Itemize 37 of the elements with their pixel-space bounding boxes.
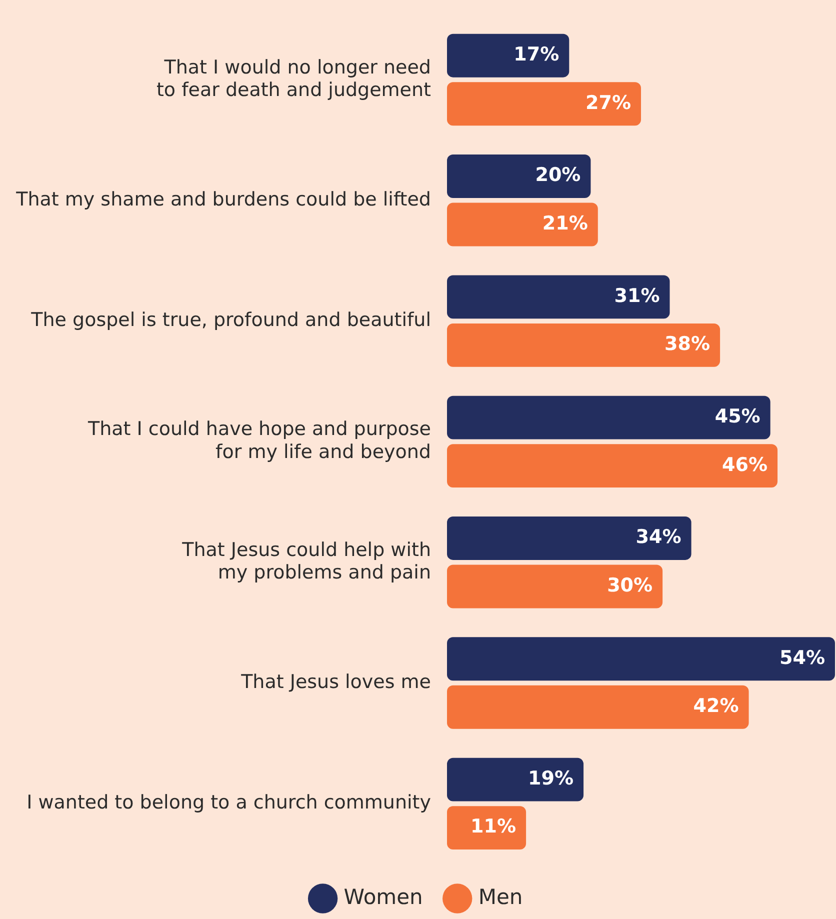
data-label: 46% xyxy=(722,454,768,476)
data-label: 17% xyxy=(514,44,560,66)
bar xyxy=(447,154,591,198)
bar xyxy=(447,323,720,367)
legend-label: Women xyxy=(344,884,423,909)
bar xyxy=(447,444,778,488)
data-label: 19% xyxy=(528,767,574,790)
bar xyxy=(447,396,770,440)
bar xyxy=(447,82,641,126)
bar xyxy=(447,758,584,802)
bar xyxy=(447,637,835,681)
data-label: 34% xyxy=(636,526,682,548)
y-tick-label: The gospel is true, profound and beautiful xyxy=(30,308,431,331)
y-tick-label: That I could have hope and purpose for my life and beyond xyxy=(86,418,431,464)
y-tick-label: That my shame and burdens could be lifted xyxy=(15,188,431,210)
y-tick-label: I wanted to belong to a church community xyxy=(26,792,431,814)
data-label: 31% xyxy=(614,284,660,307)
bar xyxy=(447,516,692,560)
bar xyxy=(447,685,749,729)
data-label: 11% xyxy=(470,816,516,838)
y-tick-label: That Jesus loves me xyxy=(240,670,431,693)
y-tick-label: That Jesus could help with my problems and pain xyxy=(181,538,431,584)
data-label: 27% xyxy=(586,92,631,114)
data-label: 42% xyxy=(693,695,739,718)
y-tick-label: That I would no longer need to fear death and judgement xyxy=(156,56,431,102)
bar xyxy=(447,34,570,78)
bar xyxy=(447,564,663,608)
data-label: 54% xyxy=(780,646,825,669)
data-label: 30% xyxy=(607,574,653,596)
data-label: 45% xyxy=(714,406,760,428)
bar xyxy=(447,806,526,850)
legend-label: Men xyxy=(478,884,523,909)
data-label: 21% xyxy=(542,212,588,234)
bar xyxy=(447,202,598,246)
bar xyxy=(447,275,670,319)
data-label: 38% xyxy=(664,333,710,356)
data-label: 20% xyxy=(535,164,581,186)
